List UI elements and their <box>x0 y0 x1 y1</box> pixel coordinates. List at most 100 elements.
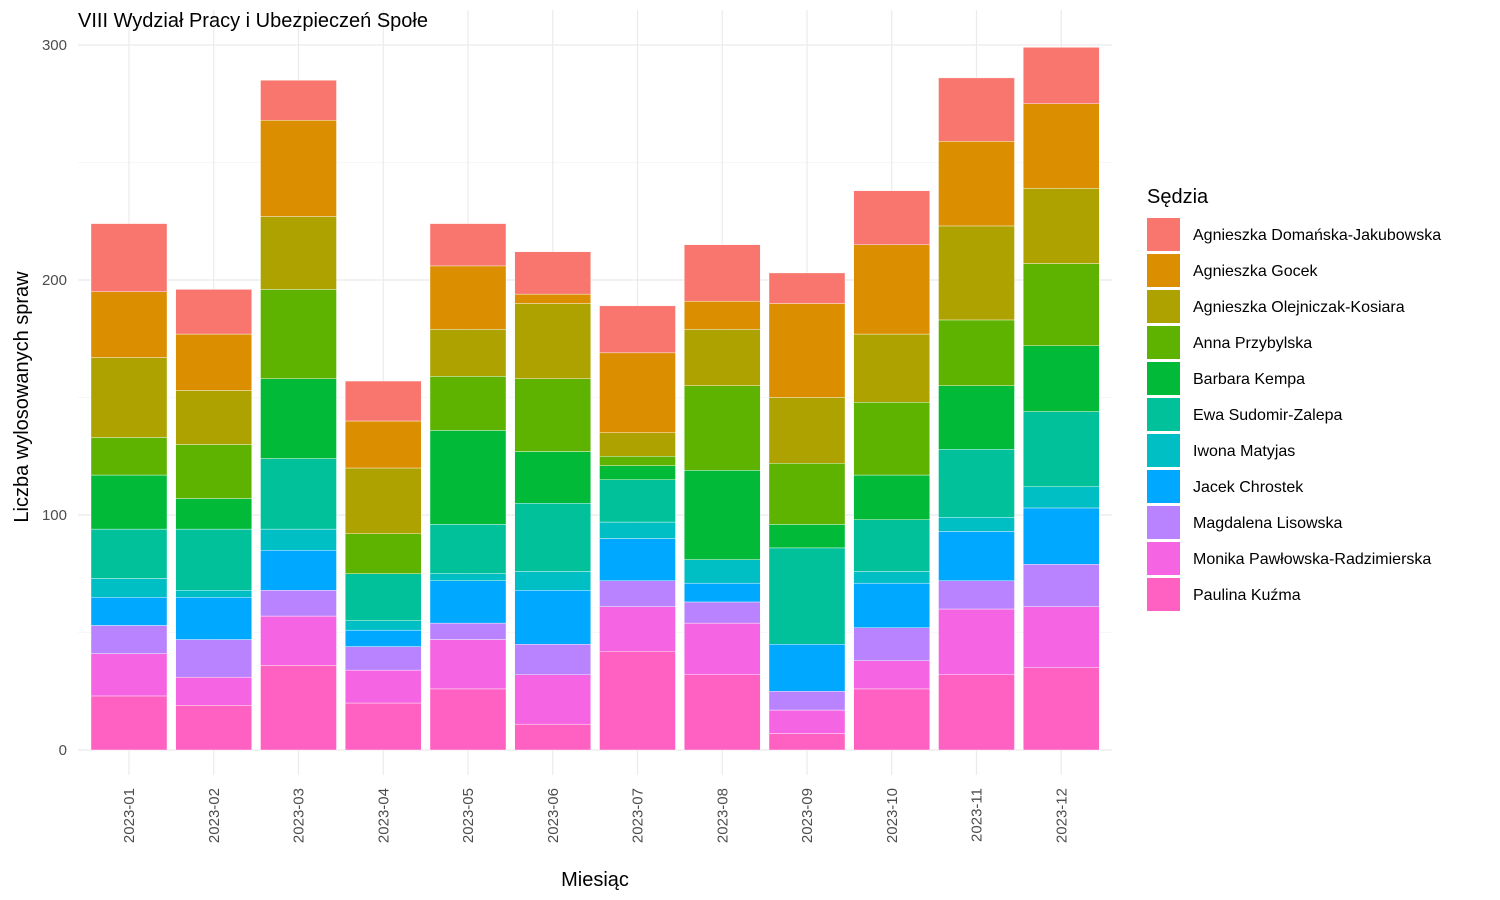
bar-segment: Ewa Sudomir-Zalepa 2023-09: 41 <box>768 547 846 645</box>
x-tick-label: 2023-03 <box>291 788 308 843</box>
x-tick-label: 2023-02 <box>206 788 223 843</box>
legend-swatch <box>1147 362 1180 395</box>
bar-segment: Monika Pawłowska-Radzimierska 2023-12: 2… <box>1023 606 1100 668</box>
bar-segment: Magdalena Lisowska 2023-06: 13 <box>514 644 591 675</box>
bar-segment: Monika Pawłowska-Radzimierska 2023-06: 2… <box>514 674 591 725</box>
bar-segment: Ewa Sudomir-Zalepa 2023-11: 29 <box>938 449 1015 518</box>
bar-segment: Paulina Kuźma 2023-07: 42 <box>599 651 676 751</box>
legend-swatch <box>1147 218 1180 251</box>
bar-segment: Agnieszka Gocek 2023-07: 34 <box>599 352 676 433</box>
bar-segment: Magdalena Lisowska 2023-12: 18 <box>1023 564 1100 607</box>
x-tick-label: 2023-05 <box>460 788 477 843</box>
bar-segment: Agnieszka Olejniczak-Kosiara 2023-12: 32 <box>1023 188 1100 264</box>
bar-segment: Ewa Sudomir-Zalepa 2023-12: 32 <box>1023 411 1100 488</box>
bar-segment: Iwona Matyjas 2023-06: 8 <box>514 571 591 591</box>
bar-segment: Agnieszka Gocek 2023-05: 27 <box>429 265 507 330</box>
bar-segment: Paulina Kuźma 2023-09: 7 <box>768 733 846 751</box>
bar-segment: Monika Pawłowska-Radzimierska 2023-05: 2… <box>429 639 507 690</box>
legend-label: Ewa Sudomir-Zalepa <box>1193 407 1343 424</box>
bar-segment: Monika Pawłowska-Radzimierska 2023-02: 1… <box>175 676 252 706</box>
x-axis-title: Miesiąc <box>561 869 629 891</box>
bar-segment: Agnieszka Gocek 2023-09: 40 <box>768 303 846 398</box>
x-tick-label: 2023-06 <box>545 788 562 843</box>
bar-segment: Barbara Kempa 2023-10: 19 <box>853 474 930 520</box>
bar-segment: Iwona Matyjas 2023-07: 7 <box>599 521 676 539</box>
bar-segment: Jacek Chrostek 2023-12: 24 <box>1023 507 1100 565</box>
bar-segment: Monika Pawłowska-Radzimierska 2023-01: 1… <box>90 653 168 697</box>
bar-segment: Barbara Kempa 2023-05: 40 <box>429 430 507 525</box>
bar-segment: Barbara Kempa 2023-08: 38 <box>684 470 761 560</box>
legend-label: Agnieszka Domańska-Jakubowska <box>1193 227 1441 244</box>
bar-segment: Agnieszka Olejniczak-Kosiara 2023-01: 34 <box>90 357 168 438</box>
y-tick-label: 200 <box>42 272 67 289</box>
bar-segment: Monika Pawłowska-Radzimierska 2023-10: 1… <box>853 660 930 690</box>
bars: Paulina Kuźma 2023-01: 23Monika Pawłowsk… <box>90 47 1100 751</box>
legend-swatch <box>1147 254 1180 287</box>
bar-segment: Agnieszka Olejniczak-Kosiara 2023-04: 28 <box>345 467 422 535</box>
bar-segment: Agnieszka Domańska-Jakubowska 2023-04: 1… <box>345 380 422 422</box>
bar-segment: Anna Przybylska 2023-11: 28 <box>938 319 1015 386</box>
bar-segment: Monika Pawłowska-Radzimierska 2023-04: 1… <box>345 669 422 704</box>
bar-segment: Iwona Matyjas 2023-12: 9 <box>1023 486 1100 509</box>
x-tick-label: 2023-07 <box>630 788 647 843</box>
bar-segment: Anna Przybylska 2023-10: 31 <box>853 402 930 476</box>
bar-segment: Monika Pawłowska-Radzimierska 2023-09: 1… <box>768 709 846 734</box>
legend-swatch <box>1147 542 1180 575</box>
bar-segment: Jacek Chrostek 2023-01: 12 <box>90 597 168 626</box>
bar-segment: Ewa Sudomir-Zalepa 2023-02: 26 <box>175 528 252 591</box>
bar-segment: Paulina Kuźma 2023-05: 26 <box>429 688 507 751</box>
bar-segment: Barbara Kempa 2023-07: 6 <box>599 465 676 480</box>
bar-segment: Agnieszka Domańska-Jakubowska 2023-03: 1… <box>260 80 337 121</box>
bar-segment: Agnieszka Domańska-Jakubowska 2023-01: 2… <box>90 223 168 292</box>
bar-segment: Agnieszka Domańska-Jakubowska 2023-08: 2… <box>684 244 761 302</box>
bar-segment: Iwona Matyjas 2023-05: 3 <box>429 573 507 581</box>
bar-segment: Magdalena Lisowska 2023-04: 10 <box>345 646 422 671</box>
bar-segment: Iwona Matyjas 2023-11: 6 <box>938 517 1015 532</box>
bar-segment: Agnieszka Gocek 2023-01: 28 <box>90 291 168 358</box>
bar-segment: Anna Przybylska 2023-04: 17 <box>345 533 422 574</box>
bar-segment: Barbara Kempa 2023-02: 13 <box>175 498 252 530</box>
bar-segment: Anna Przybylska 2023-09: 26 <box>768 463 846 525</box>
x-axis: 2023-01 2023-02 2023-03 2023-04 2023-05 2023-… <box>121 788 1070 843</box>
bar-segment: Jacek Chrostek 2023-06: 23 <box>514 590 591 645</box>
bar-segment: Ewa Sudomir-Zalepa 2023-01: 21 <box>90 528 168 579</box>
legend-label: Agnieszka Olejniczak-Kosiara <box>1193 299 1405 316</box>
bar-segment: Anna Przybylska 2023-08: 36 <box>684 385 761 471</box>
legend-title: Sędzia <box>1147 186 1209 208</box>
bar-segment: Iwona Matyjas 2023-04: 4 <box>345 620 422 631</box>
legend-swatch <box>1147 290 1180 323</box>
bar-segment: Barbara Kempa 2023-11: 27 <box>938 385 1015 450</box>
bar-segment: Agnieszka Olejniczak-Kosiara 2023-07: 10 <box>599 432 676 457</box>
bar-segment: Monika Pawłowska-Radzimierska 2023-08: 2… <box>684 622 761 675</box>
bar-segment: Anna Przybylska 2023-03: 38 <box>260 289 337 379</box>
bar-segment: Paulina Kuźma 2023-03: 36 <box>260 665 337 751</box>
y-tick-label: 0 <box>59 742 67 759</box>
bar-segment: Monika Pawłowska-Radzimierska 2023-07: 1… <box>599 606 676 652</box>
bar-segment: Agnieszka Olejniczak-Kosiara 2023-03: 31 <box>260 216 337 290</box>
bar-segment: Agnieszka Domańska-Jakubowska 2023-06: 1… <box>514 251 591 295</box>
bar-segment: Jacek Chrostek 2023-05: 18 <box>429 580 507 624</box>
bar-segment: Agnieszka Olejniczak-Kosiara 2023-11: 40 <box>938 225 1015 321</box>
bar-segment: Ewa Sudomir-Zalepa 2023-06: 29 <box>514 503 591 572</box>
bar-segment: Anna Przybylska 2023-05: 23 <box>429 376 507 431</box>
bar-segment: Magdalena Lisowska 2023-09: 8 <box>768 691 846 711</box>
x-tick-label: 2023-04 <box>375 788 392 843</box>
x-tick-label: 2023-09 <box>799 788 816 843</box>
bar-segment: Agnieszka Olejniczak-Kosiara 2023-06: 32 <box>514 303 591 379</box>
legend-swatch <box>1147 578 1180 611</box>
bar-segment: Anna Przybylska 2023-12: 35 <box>1023 263 1100 346</box>
x-tick-label: 2023-10 <box>884 788 901 843</box>
bar-segment: Agnieszka Domańska-Jakubowska 2023-11: 2… <box>938 77 1015 142</box>
bar-segment: Agnieszka Domańska-Jakubowska 2023-05: 1… <box>429 223 507 267</box>
bar-segment: Agnieszka Gocek 2023-11: 36 <box>938 141 1015 227</box>
y-axis-title: Liczba wylosowanych spraw <box>11 271 33 523</box>
legend-label: Magdalena Lisowska <box>1193 515 1343 532</box>
bar-segment: Agnieszka Olejniczak-Kosiara 2023-05: 20 <box>429 329 507 377</box>
legend-label: Paulina Kuźma <box>1193 587 1301 604</box>
bar-segment: Agnieszka Domańska-Jakubowska 2023-02: 1… <box>175 289 252 335</box>
bar-segment: Ewa Sudomir-Zalepa 2023-05: 21 <box>429 524 507 574</box>
x-tick-label: 2023-12 <box>1053 788 1070 843</box>
bar-segment: Paulina Kuźma 2023-01: 23 <box>90 695 168 751</box>
bar-segment: Paulina Kuźma 2023-08: 32 <box>684 674 761 751</box>
chart-title: VIII Wydział Pracy i Ubezpieczeń Społe <box>78 10 428 32</box>
